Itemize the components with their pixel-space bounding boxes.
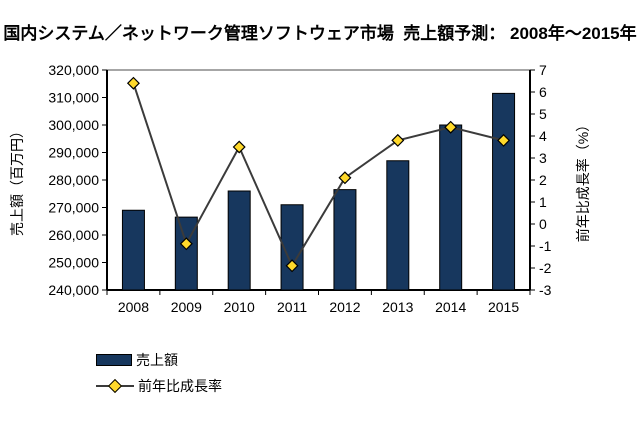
growth-line — [132, 82, 504, 268]
x-axis-label-2013: 2013 — [382, 299, 413, 315]
x-axis-label-2010: 2010 — [224, 299, 255, 315]
legend-label-sales: 売上額 — [136, 352, 178, 368]
left-axis-tick-label: 300,000 — [48, 117, 99, 133]
growth-point-2015 — [497, 133, 511, 147]
x-axis-label-2014: 2014 — [435, 299, 466, 315]
left-axis-tick-label: 270,000 — [48, 200, 99, 216]
left-axis-tick-label: 310,000 — [48, 90, 99, 106]
right-axis-tick-label: -1 — [539, 238, 552, 254]
left-axis-tick-label: 290,000 — [48, 145, 99, 161]
x-axis-label-2015: 2015 — [488, 299, 519, 315]
growth-point-2008 — [126, 76, 140, 90]
growth-diamond-marker-icon — [107, 378, 123, 394]
x-axis-label-2011: 2011 — [277, 299, 307, 315]
growth-point-2009 — [179, 237, 193, 251]
right-axis-tick-label: 1 — [539, 194, 547, 210]
right-axis-tick-label: 4 — [539, 128, 547, 144]
legend-label-growth: 前年比成長率 — [138, 378, 222, 394]
bar-2012 — [333, 189, 357, 291]
right-axis-tick-label: 5 — [539, 106, 547, 122]
right-axis-tick-label: -3 — [539, 282, 552, 298]
chart-plot-area: 240,000 250,000 260,000 270,000 280,000 290,0… — [9, 62, 591, 315]
legend-item-growth: 前年比成長率 — [96, 377, 222, 395]
right-axis-tick-label: 7 — [539, 62, 547, 78]
bar-2008 — [121, 209, 145, 291]
chart-title: 国内システム／ネットワーク管理ソフトウェア市場 売上額予測： 2008年～201… — [3, 24, 637, 43]
growth-line-swatch-icon — [96, 378, 134, 394]
bar-2015 — [492, 92, 516, 291]
growth-point-2014 — [444, 120, 458, 134]
right-axis-tick-label: 3 — [539, 150, 547, 166]
legend-item-sales: 売上額 — [96, 351, 222, 369]
left-axis-tick-label: 250,000 — [48, 255, 99, 271]
growth-point-2010 — [232, 140, 246, 154]
sales-bar-swatch-icon — [96, 354, 132, 366]
right-axis-tick-label: 0 — [539, 216, 547, 232]
left-axis-title: 売上額（百万円） — [9, 124, 25, 236]
left-axis-tick-label: 260,000 — [48, 227, 99, 243]
right-axis-title: 前年比成長率（%） — [575, 118, 591, 242]
legend: 売上額 前年比成長率 — [96, 351, 222, 403]
left-axis-tick-label: 240,000 — [48, 282, 99, 298]
left-axis-tick-label: 280,000 — [48, 172, 99, 188]
bar-2013 — [386, 160, 410, 291]
growth-point-2011 — [285, 259, 299, 273]
bar-2014 — [439, 124, 463, 291]
left-axis-tick-label: 320,000 — [48, 62, 99, 78]
right-axis-tick-label: 2 — [539, 172, 547, 188]
right-axis-tick-label: 6 — [539, 84, 547, 100]
x-axis-label-2012: 2012 — [329, 299, 360, 315]
growth-point-2012 — [338, 171, 352, 185]
right-axis-tick-label: -2 — [539, 260, 552, 276]
x-axis-label-2009: 2009 — [171, 299, 202, 315]
growth-point-2013 — [391, 133, 405, 147]
bar-2010 — [227, 190, 251, 291]
x-axis-label-2008: 2008 — [118, 299, 149, 315]
